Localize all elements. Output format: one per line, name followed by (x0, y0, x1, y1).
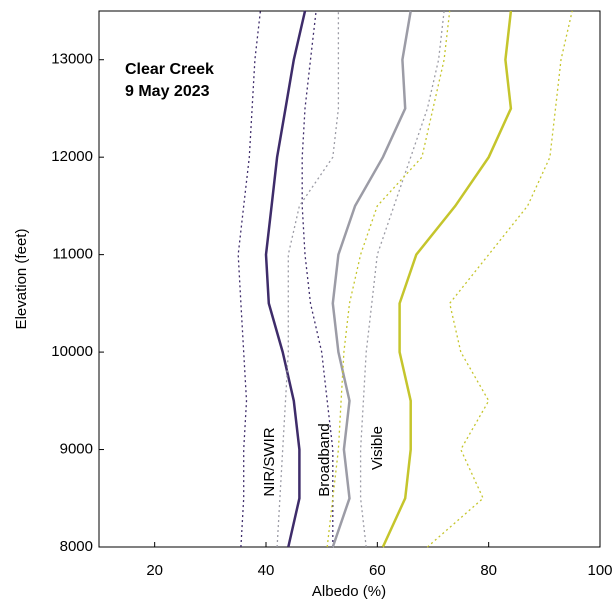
y-tick-label: 11000 (52, 246, 93, 263)
series-label: Visible (369, 426, 386, 470)
x-tick-label: 60 (369, 562, 386, 579)
mean-line (381, 10, 513, 548)
range-line (426, 10, 573, 548)
x-tick-label: 80 (480, 562, 497, 579)
chart-subtitle: 9 May 2023 (125, 83, 210, 100)
x-axis-label: Albedo (%) (312, 583, 386, 600)
range-line (237, 10, 262, 548)
plot-frame (98, 10, 601, 548)
mean-line (264, 10, 307, 548)
series-label: NIR/SWIR (261, 427, 278, 496)
y-tick-label: 13000 (51, 51, 93, 68)
y-tick-label: 10000 (51, 343, 93, 360)
x-tick-label: 20 (146, 562, 163, 579)
y-tick-label: 12000 (51, 148, 93, 165)
x-tick-label: 40 (258, 562, 275, 579)
y-tick-label: 9000 (60, 441, 93, 458)
y-tick-label: 8000 (60, 538, 93, 555)
mean-line (331, 10, 412, 548)
range-line (301, 10, 334, 547)
range-line (359, 10, 445, 548)
y-axis-label: Elevation (feet) (13, 229, 30, 330)
chart-title: Clear Creek (125, 61, 214, 78)
x-tick-label: 100 (587, 562, 612, 579)
series-label: Broadband (316, 423, 333, 496)
range-line (326, 10, 451, 548)
